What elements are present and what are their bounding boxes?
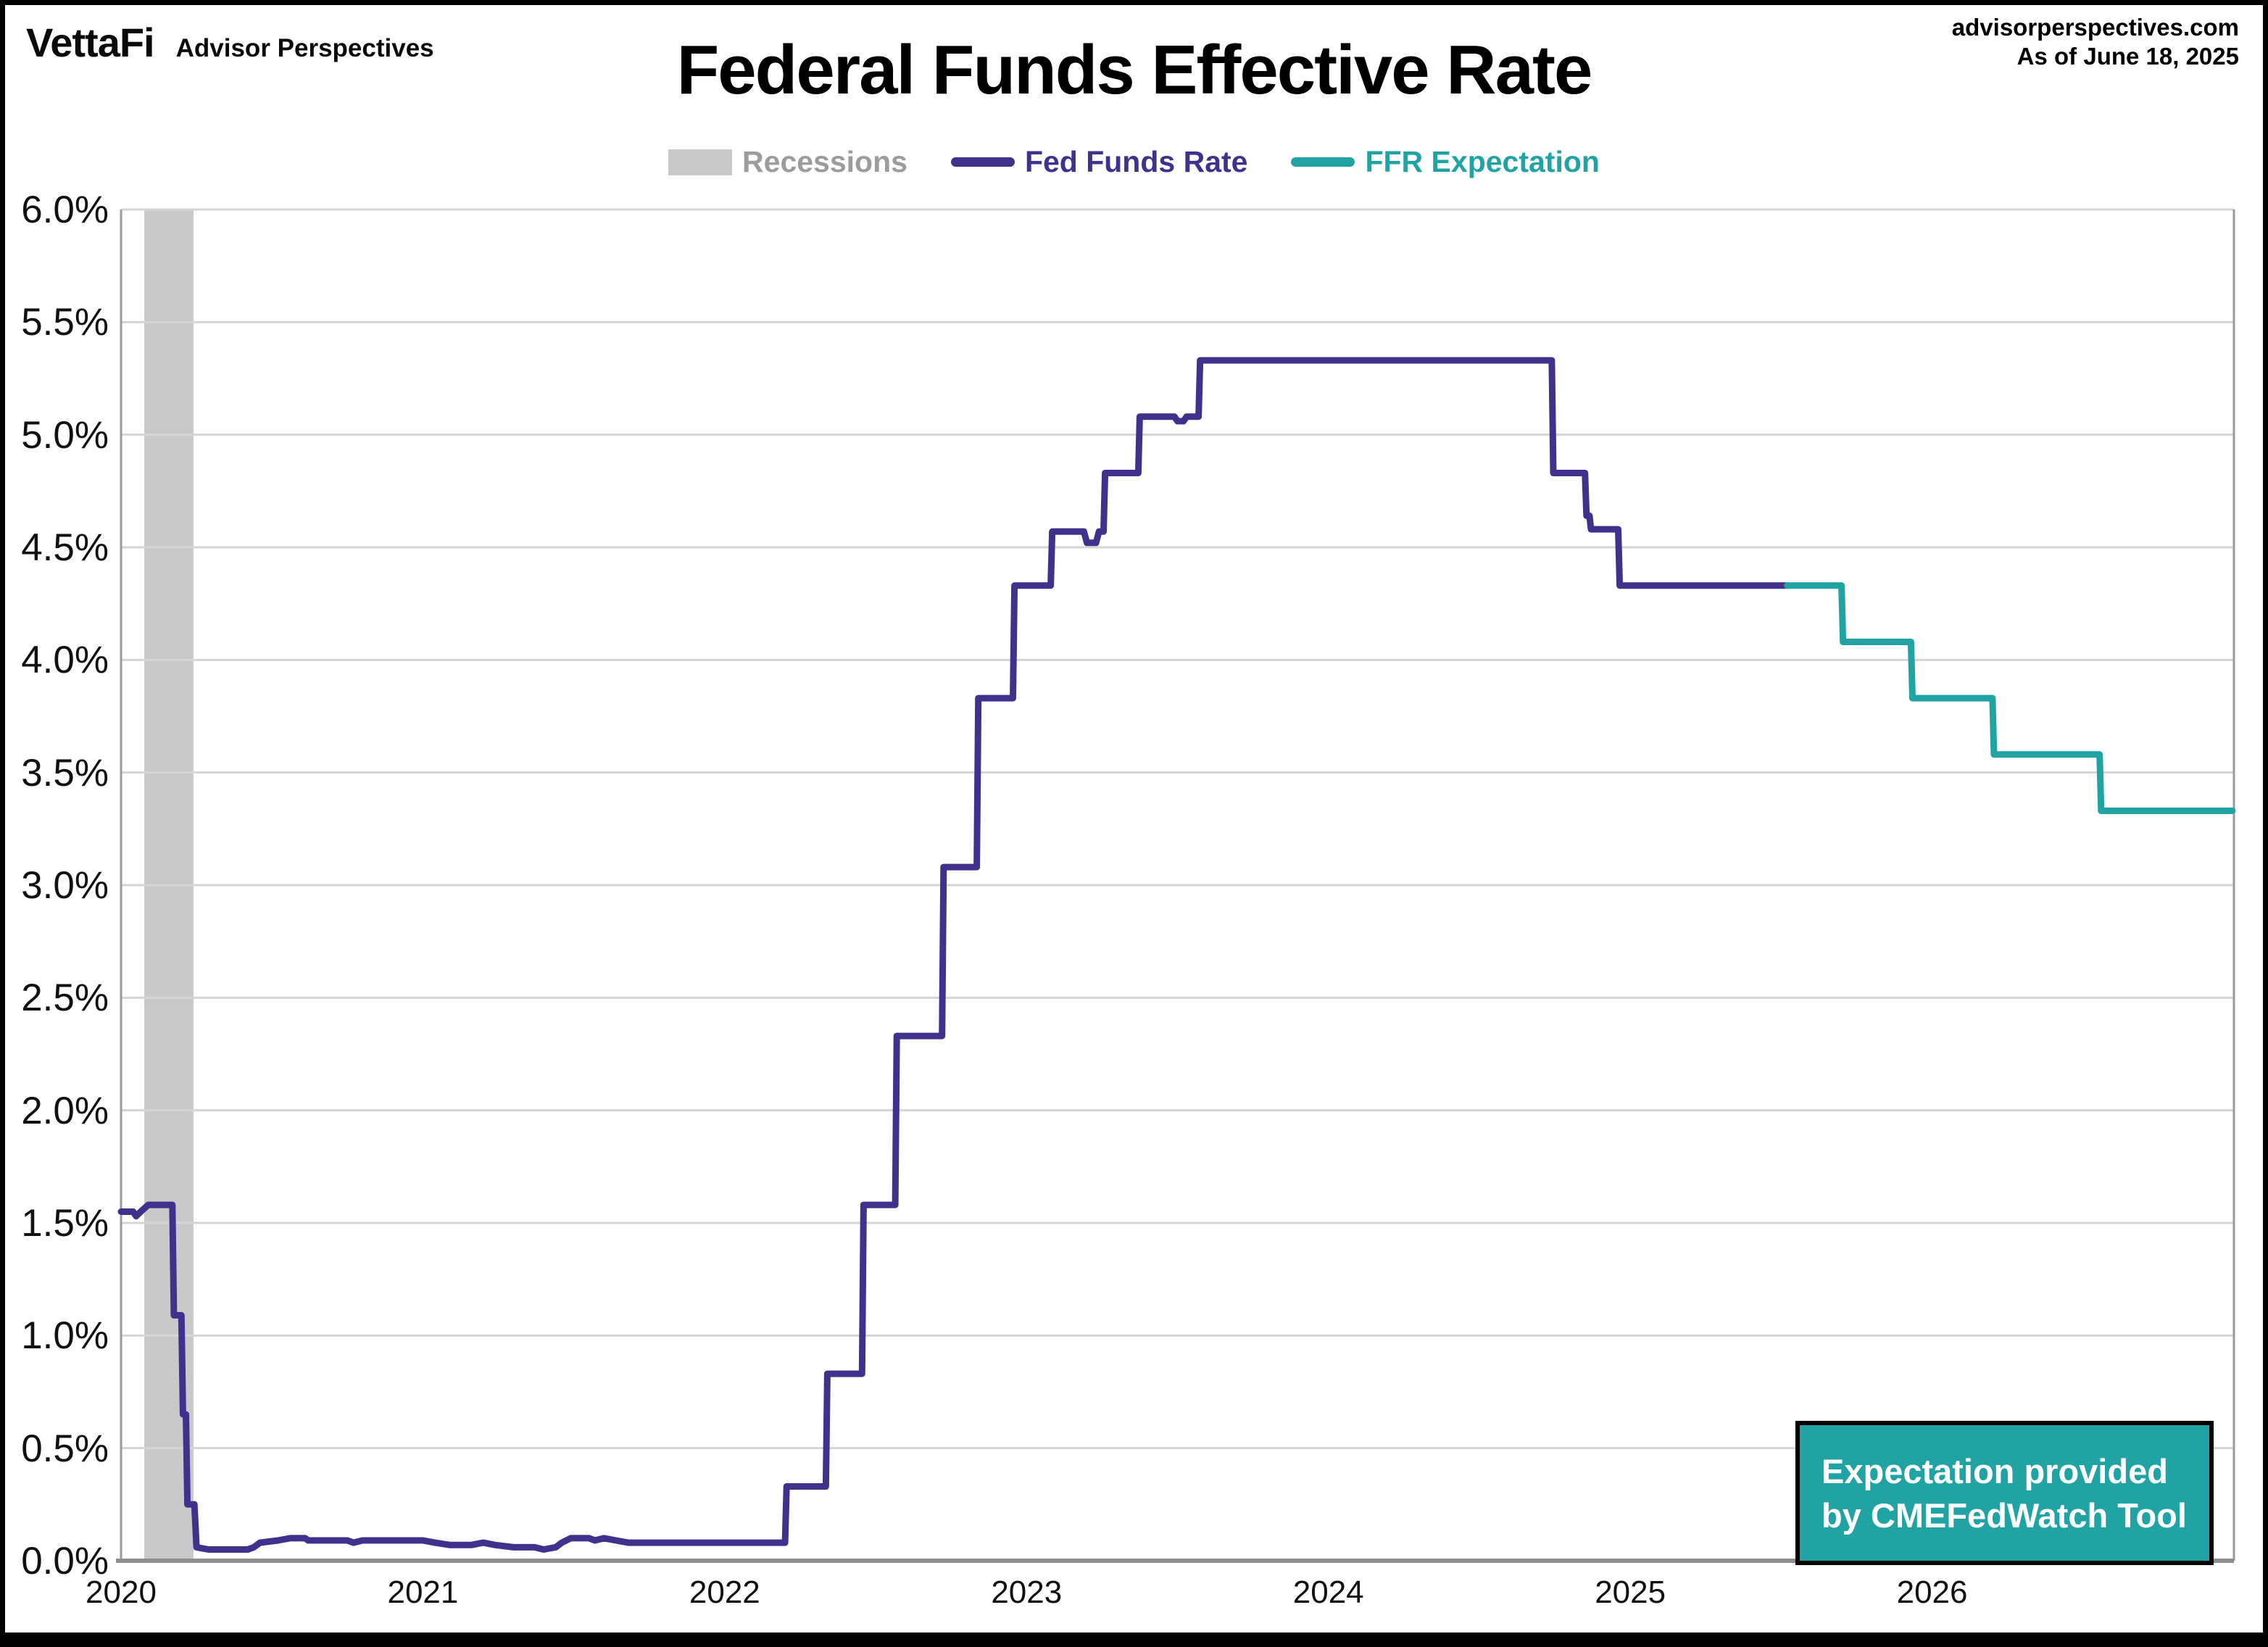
y-axis-label: 6.0% [21,188,109,231]
y-axis-label: 0.5% [21,1427,109,1470]
page-title: Federal Funds Effective Rate [676,31,1593,109]
legend: Recessions Fed Funds Rate FFR Expectatio… [0,145,2268,179]
y-axis-label: 5.0% [21,413,109,457]
source-site: advisorperspectives.com [1951,14,2239,41]
y-axis-label: 0.0% [21,1540,109,1582]
y-axis-label: 3.0% [21,864,109,907]
logo-vettafi: VettaFi [26,20,155,65]
fed-funds-line-swatch-icon [950,157,1015,167]
x-axis-label: 2021 [387,1575,459,1610]
y-axis-label: 1.0% [21,1314,109,1358]
logo-advisor-perspectives: Advisor Perspectives [175,34,434,62]
expectation-annotation-box: Expectation provided by CMEFedWatch Tool [1795,1421,2214,1565]
recessions-swatch-icon [668,149,733,175]
legend-item-fed-funds-rate: Fed Funds Rate [950,145,1248,179]
x-axis-label: 2024 [1292,1575,1364,1610]
y-axis-label: 2.5% [21,976,109,1020]
ffr-expectation-line [1784,582,2236,814]
y-axis-label: 5.5% [21,301,109,344]
x-axis-label: 2020 [86,1575,157,1610]
legend-item-ffr-expectation: FFR Expectation [1291,145,1600,179]
y-axis-label: 1.5% [21,1202,109,1245]
x-axis-label: 2025 [1595,1575,1666,1610]
y-axis-label: 4.0% [21,639,109,682]
as-of-date: As of June 18, 2025 [2016,43,2239,70]
legend-label-recessions: Recessions [742,145,907,178]
y-axis-label: 2.0% [21,1089,109,1132]
legend-label-ffr-expectation: FFR Expectation [1365,145,1600,178]
y-axis-label: 3.5% [21,751,109,795]
source-attribution: advisorperspectives.com As of June 18, 2… [1952,13,2239,71]
fed-funds-rate-line [117,357,1791,1553]
y-axis-label: 4.5% [21,526,109,569]
logo: VettaFi Advisor Perspectives [26,19,434,66]
annotation-line-1: Expectation provided [1822,1451,2168,1490]
x-axis-label: 2022 [689,1575,760,1610]
x-axis-label: 2026 [1896,1575,1968,1610]
legend-item-recessions: Recessions [668,145,907,179]
annotation-line-2: by CMEFedWatch Tool [1822,1495,2187,1535]
x-axis-label: 2023 [991,1575,1063,1610]
legend-label-fed-funds-rate: Fed Funds Rate [1024,145,1248,178]
ffr-expectation-line-swatch-icon [1291,157,1355,167]
